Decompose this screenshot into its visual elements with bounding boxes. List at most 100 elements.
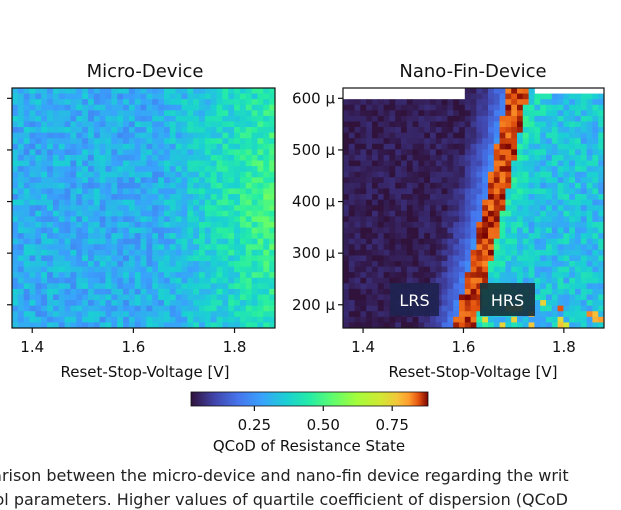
heatmap-cell	[199, 277, 206, 284]
heatmap-cell	[12, 177, 19, 184]
heatmap-cell	[23, 300, 30, 307]
heatmap-cell	[343, 227, 350, 234]
heatmap-cell	[557, 305, 564, 312]
heatmap-cell	[575, 127, 582, 134]
heatmap-cell	[181, 322, 188, 329]
heatmap-cell	[70, 261, 77, 267]
heatmap-cell	[534, 121, 541, 128]
heatmap-cell	[146, 110, 153, 117]
heatmap-cell	[395, 154, 402, 161]
heatmap-cell	[76, 305, 83, 312]
heatmap-cell	[269, 300, 276, 307]
heatmap-cell	[140, 166, 147, 173]
heatmap-cell	[152, 121, 159, 128]
heatmap-cell	[343, 283, 350, 290]
heatmap-cell	[76, 311, 83, 318]
heatmap-cell	[52, 221, 60, 228]
heatmap-cell	[389, 244, 396, 251]
heatmap-cell	[551, 127, 558, 134]
heatmap-cell	[234, 127, 241, 134]
heatmap-cell	[575, 221, 582, 228]
heatmap-cell	[488, 127, 495, 134]
heatmap-cell	[372, 160, 379, 167]
heatmap-cell	[99, 110, 106, 117]
heatmap-cell	[343, 249, 350, 256]
heatmap-cell	[488, 154, 495, 161]
heatmap-cell	[366, 182, 373, 189]
heatmap-cell	[58, 99, 65, 106]
heatmap-cell	[64, 216, 71, 223]
heatmap-cell	[76, 199, 83, 206]
heatmap-cell	[424, 322, 431, 329]
heatmap-cell	[511, 238, 518, 245]
heatmap-cell	[418, 266, 425, 273]
heatmap-cell	[430, 132, 437, 139]
heatmap-cell	[511, 154, 518, 161]
heatmap-cell	[58, 238, 65, 245]
heatmap-cell	[169, 288, 177, 295]
heatmap-cell	[395, 127, 402, 134]
heatmap-cell	[181, 277, 188, 284]
heatmap-cell	[82, 194, 89, 201]
heatmap-cell	[187, 233, 194, 240]
heatmap-cell	[169, 205, 177, 212]
heatmap-cell	[93, 277, 101, 284]
heatmap-cell	[263, 272, 270, 279]
heatmap-cell	[17, 238, 25, 245]
heatmap-cell	[395, 99, 402, 106]
heatmap-cell	[522, 160, 529, 167]
heatmap-cell	[517, 127, 524, 134]
heatmap-cell	[343, 255, 350, 262]
heatmap-cell	[111, 300, 118, 307]
heatmap-cell	[163, 255, 171, 262]
heatmap-cell	[563, 104, 570, 111]
heatmap-cell	[35, 182, 42, 189]
heatmap-cell	[158, 143, 165, 150]
heatmap-cell	[269, 149, 276, 156]
heatmap-cell	[99, 244, 106, 251]
heatmap-cell	[493, 216, 500, 223]
heatmap-cell	[546, 110, 553, 117]
heatmap-cell	[406, 221, 413, 228]
heatmap-cell	[453, 110, 460, 117]
heatmap-cell	[488, 99, 495, 106]
heatmap-cell	[511, 210, 518, 217]
heatmap-cell	[210, 238, 217, 245]
heatmap-cell	[343, 210, 350, 217]
heatmap-cell	[441, 171, 448, 178]
heatmap-cell	[216, 166, 223, 173]
heatmap-cell	[12, 288, 19, 295]
heatmap-cell	[52, 227, 60, 234]
heatmap-cell	[366, 149, 373, 156]
heatmap-cell	[87, 221, 95, 228]
heatmap-cell	[430, 227, 437, 234]
heatmap-cell	[366, 216, 373, 223]
heatmap-cell	[181, 132, 188, 139]
heatmap-cell	[424, 138, 431, 145]
heatmap-cell	[517, 261, 524, 267]
heatmap-cell	[64, 93, 71, 100]
heatmap-cell	[575, 115, 582, 122]
heatmap-cell	[210, 272, 217, 279]
heatmap-cell	[418, 166, 425, 173]
heatmap-cell	[557, 104, 564, 111]
heatmap-cell	[360, 143, 367, 150]
heatmap-cell	[395, 194, 402, 201]
heatmap-cell	[175, 277, 182, 284]
heatmap-cell	[586, 272, 593, 279]
heatmap-cell	[592, 99, 599, 106]
heatmap-cell	[546, 238, 553, 245]
heatmap-cell	[93, 294, 101, 301]
heatmap-cell	[546, 221, 553, 228]
heatmap-cell	[406, 177, 413, 184]
heatmap-cell	[557, 233, 564, 240]
heatmap-cell	[263, 194, 270, 201]
heatmap-cell	[499, 244, 506, 251]
heatmap-cell	[575, 177, 582, 184]
heatmap-cell	[82, 199, 89, 206]
heatmap-cell	[35, 188, 42, 195]
heatmap-cell	[87, 188, 95, 195]
heatmap-cell	[505, 154, 512, 161]
heatmap-cell	[366, 283, 373, 290]
